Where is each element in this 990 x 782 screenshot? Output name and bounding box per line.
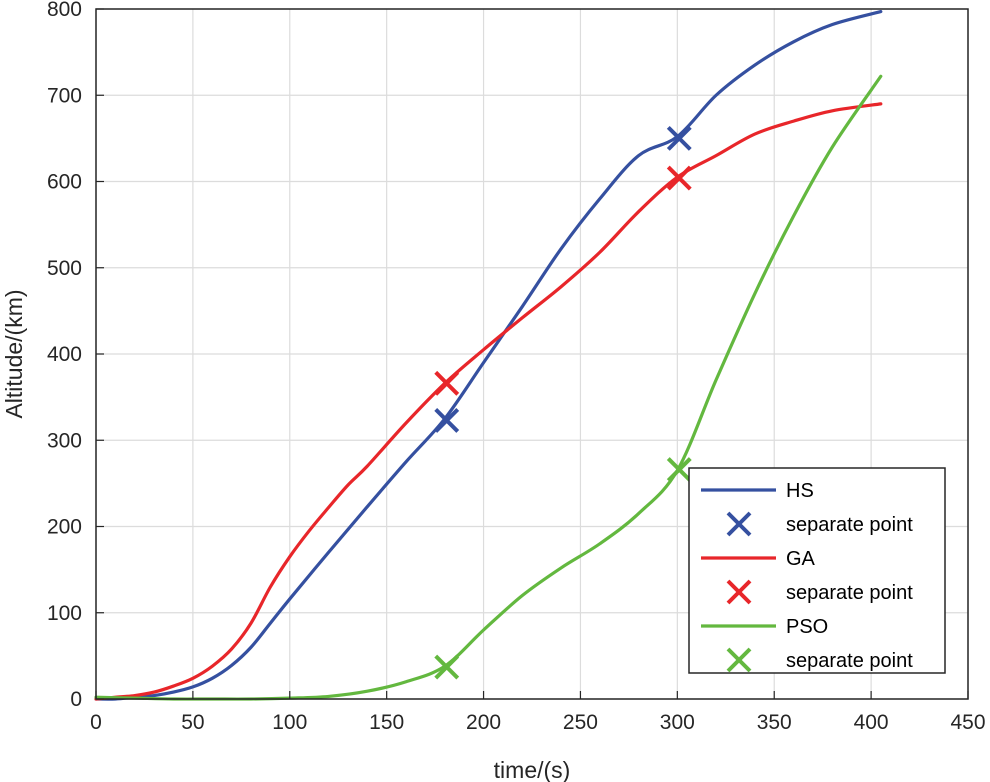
separate-point-marker-ga: [666, 165, 692, 191]
legend-entry: GA: [701, 548, 816, 570]
legend-marker-swatch: [726, 647, 752, 673]
x-tick-label: 350: [757, 711, 792, 734]
x-tick-label: 100: [272, 711, 307, 734]
separate-point-markers: [434, 125, 692, 680]
x-tick-label: 200: [466, 711, 501, 734]
legend-entry: separate point: [726, 511, 913, 537]
legend-label: HS: [786, 480, 814, 502]
legend-box: [688, 467, 946, 674]
separate-point-marker-pso: [434, 654, 460, 680]
y-tick-label: 800: [47, 0, 82, 21]
x-tick-label: 400: [854, 711, 889, 734]
y-tick-label: 400: [47, 343, 82, 366]
legend-label: separate point: [786, 582, 913, 604]
y-tick-label: 600: [47, 171, 82, 194]
legend: HS separate point GA separate point PSO separ…: [688, 467, 946, 674]
axis-ticks: 0 50 100 150 200 250 300 350 400 450 0 100 200 300 400…: [47, 0, 986, 734]
legend-label: PSO: [786, 616, 828, 638]
x-axis-label: time/(s): [494, 757, 571, 782]
x-tick-label: 50: [181, 711, 204, 734]
legend-label: separate point: [786, 514, 913, 536]
x-tick-label: 300: [660, 711, 695, 734]
separate-point-marker-hs: [434, 407, 460, 433]
legend-entry: separate point: [726, 647, 913, 673]
legend-label: GA: [786, 548, 816, 570]
x-tick-label: 450: [950, 711, 985, 734]
legend-label: separate point: [786, 650, 913, 672]
x-tick-label: 150: [369, 711, 404, 734]
x-tick-label: 250: [563, 711, 598, 734]
separate-point-marker-hs: [666, 125, 692, 151]
x-tick-label: 0: [90, 711, 102, 734]
legend-marker-swatch: [726, 511, 752, 537]
y-tick-label: 200: [47, 516, 82, 539]
y-tick-label: 100: [47, 602, 82, 625]
y-tick-label: 500: [47, 257, 82, 280]
legend-entry: HS: [701, 480, 814, 502]
legend-entry: separate point: [726, 579, 913, 605]
y-tick-label: 300: [47, 429, 82, 452]
legend-entry: PSO: [701, 616, 828, 638]
series-line-hs: [94, 9, 883, 701]
series-line-ga: [94, 102, 883, 701]
separate-point-marker-pso: [666, 457, 692, 482]
y-tick-label: 0: [70, 688, 82, 711]
legend-marker-swatch: [726, 579, 752, 605]
y-axis-label: Altitude/(km): [1, 289, 27, 418]
y-tick-label: 700: [47, 84, 82, 107]
separate-point-marker-ga: [434, 370, 460, 396]
